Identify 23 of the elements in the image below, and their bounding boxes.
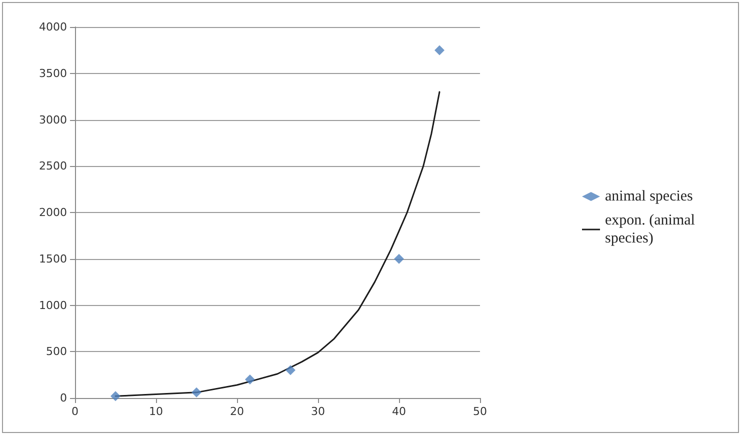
y-tick-label: 3000 xyxy=(39,113,67,126)
point xyxy=(110,391,120,402)
y-tick-label: 3500 xyxy=(39,66,67,80)
x-tick-label: 40 xyxy=(392,405,406,418)
legend-label: animal species xyxy=(605,188,694,204)
point xyxy=(244,374,255,384)
point xyxy=(434,45,444,56)
y-tick-label: 2500 xyxy=(39,160,67,173)
x-tick-label: 50 xyxy=(473,405,487,418)
x-tick-label: 0 xyxy=(72,405,78,418)
point xyxy=(285,365,296,376)
point xyxy=(394,254,404,264)
point xyxy=(192,387,202,398)
x-tick-label: 10 xyxy=(149,405,163,418)
y-tick-label: 500 xyxy=(46,345,67,358)
y-tick-label: 1000 xyxy=(39,298,67,312)
x-tick-label: 20 xyxy=(230,405,244,418)
legend-label: expon. (animal species) xyxy=(605,212,699,246)
y-tick-label: 4000 xyxy=(39,20,67,34)
y-tick-label: 1500 xyxy=(39,252,67,266)
y-tick-label: 0 xyxy=(60,392,67,404)
y-tick-label: 2000 xyxy=(39,206,67,219)
x-tick-label: 30 xyxy=(311,405,325,418)
